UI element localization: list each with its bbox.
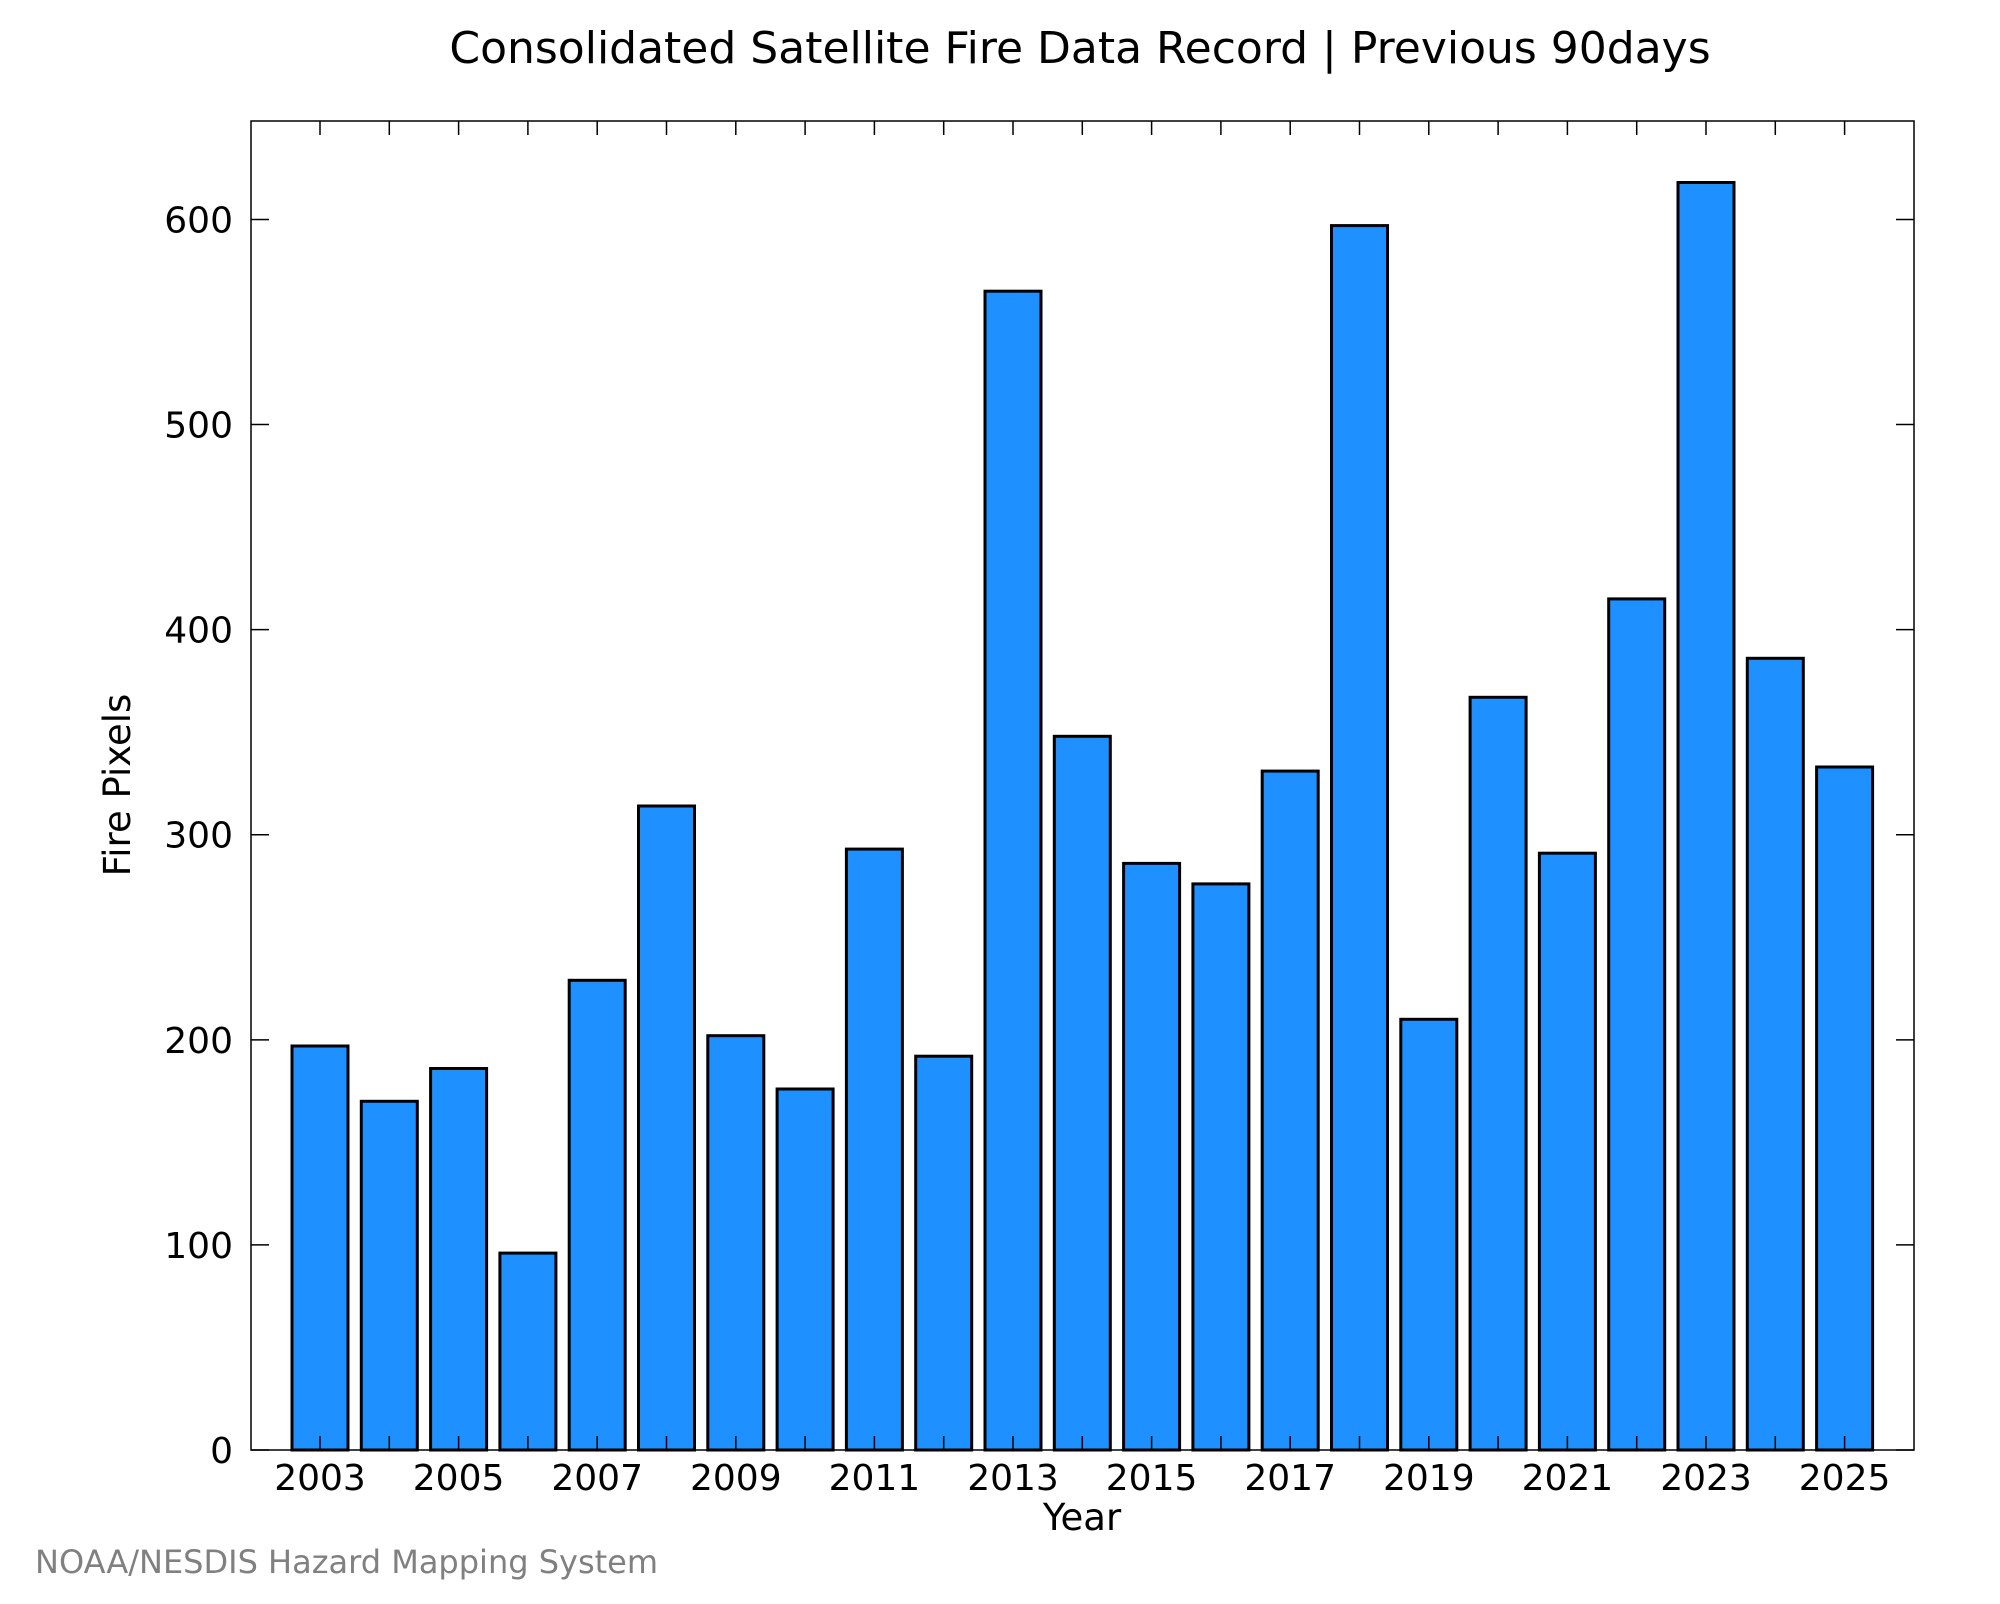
x-tick-label: 2015 <box>1106 1458 1198 1499</box>
bar-2009 <box>706 1034 766 1452</box>
x-axis-label: Year <box>1042 1496 1122 1539</box>
bar-2010 <box>775 1087 835 1452</box>
y-tick-label: 0 <box>210 1431 233 1472</box>
x-tick-label: 2005 <box>413 1458 505 1499</box>
bar-2007 <box>567 978 627 1452</box>
bar-2005 <box>429 1067 489 1452</box>
y-tick-label: 100 <box>164 1226 233 1267</box>
bar-2024 <box>1745 656 1805 1452</box>
x-tick-label: 2025 <box>1799 1458 1891 1499</box>
x-tick-label: 2003 <box>274 1458 366 1499</box>
x-axis: 2003 2005 2007 2009 2011 2013 2015 2017 2019 2021… <box>274 121 1890 1499</box>
x-tick-label: 2009 <box>690 1458 782 1499</box>
x-tick-label: 2007 <box>551 1458 643 1499</box>
x-tick-label: 2019 <box>1383 1458 1475 1499</box>
y-axis-label: Fire Pixels <box>96 694 139 877</box>
chart-title: Consolidated Satellite Fire Data Record … <box>449 23 1710 74</box>
y-tick-label: 600 <box>164 200 233 241</box>
bar-2013 <box>983 289 1043 1452</box>
y-tick-label: 200 <box>164 1021 233 1062</box>
x-tick-label: 2021 <box>1522 1458 1614 1499</box>
bar-2015 <box>1122 861 1182 1452</box>
bar-2004 <box>359 1099 419 1452</box>
y-axis: 0 100 200 300 400 500 600 <box>164 200 1914 1472</box>
x-tick-label: 2023 <box>1660 1458 1752 1499</box>
x-tick-label: 2017 <box>1244 1458 1336 1499</box>
x-tick-label: 2013 <box>967 1458 1059 1499</box>
bar-2012 <box>914 1054 974 1452</box>
footer-credit: NOAA/NESDIS Hazard Mapping System <box>35 1543 658 1581</box>
bar-2011 <box>844 847 904 1452</box>
bar-2023 <box>1676 181 1736 1452</box>
bar-2020 <box>1468 695 1528 1452</box>
x-tick-label: 2011 <box>829 1458 921 1499</box>
bar-2018 <box>1330 224 1389 1452</box>
bar-2025 <box>1815 765 1875 1452</box>
y-tick-label: 300 <box>164 816 233 857</box>
bar-2003 <box>290 1044 350 1452</box>
bar-2014 <box>1052 734 1112 1452</box>
bar-2006 <box>498 1251 558 1452</box>
bar-2017 <box>1260 769 1320 1452</box>
bars-layer <box>290 181 1875 1452</box>
bar-2016 <box>1191 882 1251 1452</box>
y-tick-label: 500 <box>164 406 233 447</box>
bar-2021 <box>1537 851 1597 1452</box>
bar-2022 <box>1607 597 1667 1452</box>
y-tick-label: 400 <box>164 611 233 652</box>
bar-2019 <box>1399 1017 1459 1452</box>
bar-2008 <box>637 804 696 1452</box>
